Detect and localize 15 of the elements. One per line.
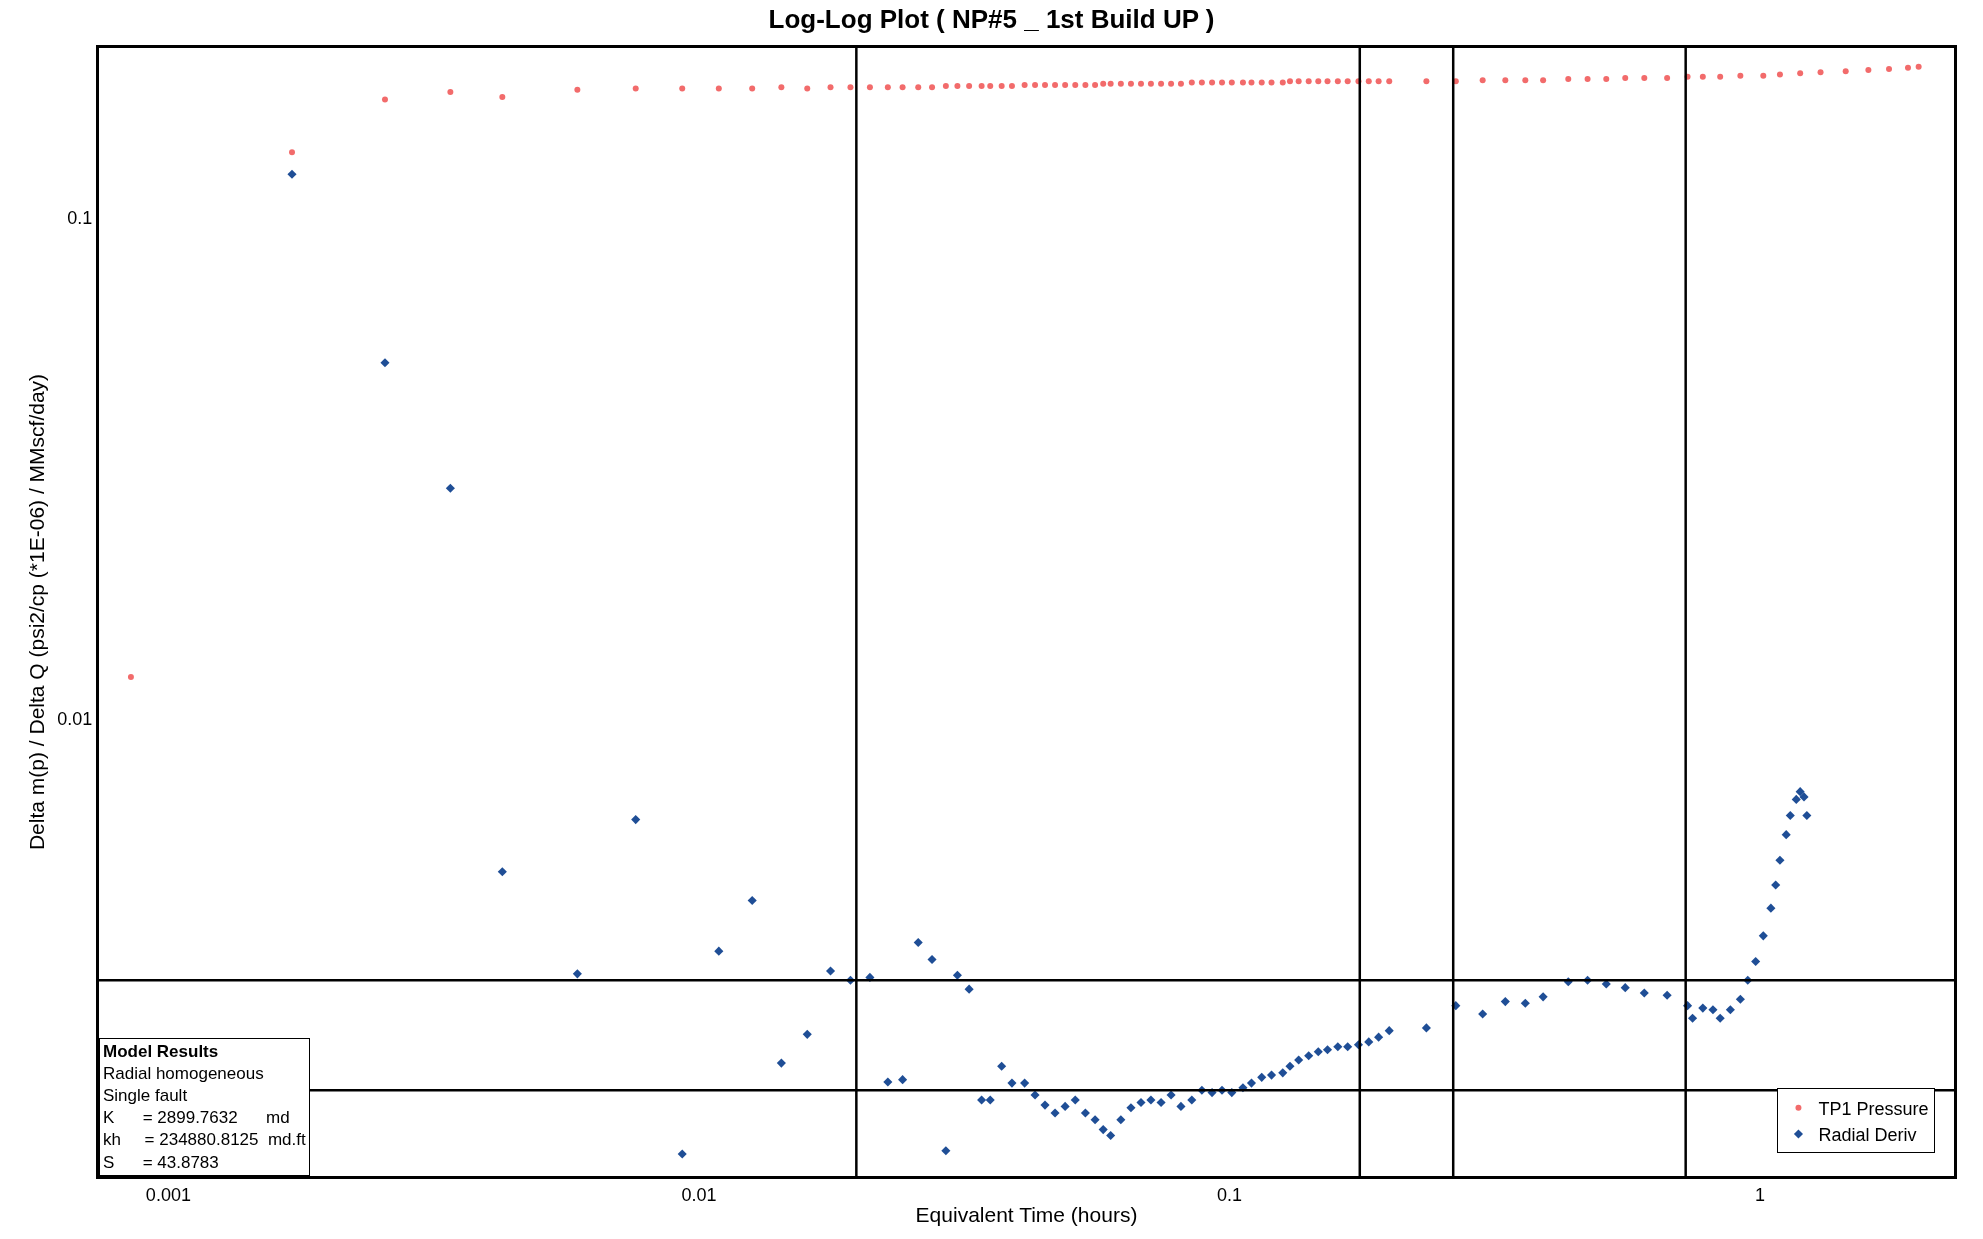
annotation: S = 43.8783 bbox=[103, 1152, 219, 1172]
chart-title: Log-Log Plot ( NP#5 _ 1st Build UP ) bbox=[768, 4, 1215, 35]
annotation: Single fault bbox=[103, 1086, 188, 1106]
y-axis-title: Delta m(p) / Delta Q (psi2/cp (*1E-06) / MMscf/day) bbox=[24, 373, 48, 851]
x-tick-label: 0.1 bbox=[1217, 1184, 1243, 1205]
legend-label: TP1 Pressure bbox=[1818, 1098, 1929, 1119]
x-tick-label: 1 bbox=[1755, 1184, 1766, 1205]
annotation: kh = 234880.8125 md.ft bbox=[103, 1130, 306, 1150]
legend-label: Radial Deriv bbox=[1818, 1125, 1917, 1146]
x-axis-title: Equivalent Time (hours) bbox=[915, 1202, 1138, 1226]
annotation: Model Results bbox=[103, 1042, 219, 1061]
annotation: Radial homogeneous bbox=[103, 1064, 264, 1084]
annotation: K = 2899.7632 md bbox=[103, 1108, 290, 1128]
x-tick-label: 0.01 bbox=[681, 1184, 717, 1205]
x-tick-label: 0.001 bbox=[145, 1184, 191, 1205]
